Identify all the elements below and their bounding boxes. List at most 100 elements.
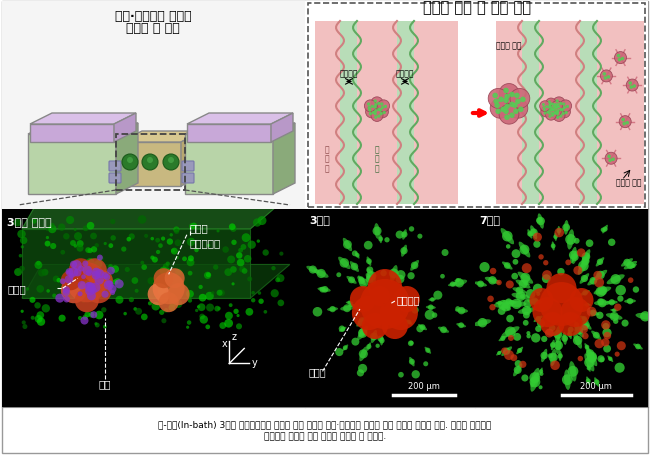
Circle shape — [248, 241, 256, 249]
Circle shape — [233, 309, 239, 314]
Circle shape — [376, 106, 389, 119]
Circle shape — [83, 315, 88, 320]
Text: y: y — [252, 358, 257, 368]
Ellipse shape — [409, 357, 415, 367]
Text: 3일차: 3일차 — [309, 214, 330, 224]
Circle shape — [503, 348, 510, 355]
Ellipse shape — [515, 280, 530, 289]
Circle shape — [621, 58, 624, 61]
Circle shape — [495, 103, 500, 109]
Circle shape — [611, 158, 615, 162]
Circle shape — [166, 268, 170, 272]
Circle shape — [72, 261, 82, 270]
Ellipse shape — [530, 372, 540, 392]
Circle shape — [411, 262, 419, 269]
Circle shape — [69, 259, 93, 283]
Circle shape — [389, 269, 398, 279]
Circle shape — [603, 329, 612, 338]
Circle shape — [548, 106, 551, 110]
Bar — [539, 22, 580, 205]
Circle shape — [526, 331, 530, 335]
Circle shape — [623, 259, 630, 267]
Circle shape — [73, 244, 77, 248]
Ellipse shape — [370, 330, 377, 343]
Circle shape — [500, 107, 506, 113]
Circle shape — [554, 111, 557, 115]
Circle shape — [86, 278, 112, 303]
Circle shape — [166, 262, 170, 266]
Circle shape — [509, 92, 515, 98]
Circle shape — [548, 354, 553, 359]
Circle shape — [627, 298, 633, 304]
Circle shape — [263, 250, 269, 256]
Circle shape — [628, 278, 634, 283]
Circle shape — [53, 276, 59, 283]
Circle shape — [92, 268, 101, 277]
Circle shape — [238, 248, 243, 253]
Circle shape — [213, 265, 218, 270]
Circle shape — [77, 241, 84, 248]
Polygon shape — [181, 131, 203, 187]
Circle shape — [504, 350, 514, 360]
Ellipse shape — [350, 262, 359, 273]
Circle shape — [597, 259, 603, 265]
Circle shape — [556, 111, 559, 114]
Circle shape — [225, 312, 233, 320]
Circle shape — [569, 288, 593, 312]
Ellipse shape — [574, 321, 580, 328]
Circle shape — [75, 288, 99, 313]
Circle shape — [400, 248, 408, 255]
Circle shape — [578, 261, 589, 272]
Circle shape — [21, 321, 26, 325]
Circle shape — [343, 241, 352, 249]
Circle shape — [382, 313, 408, 339]
Circle shape — [85, 283, 91, 288]
Circle shape — [127, 238, 131, 242]
Circle shape — [229, 224, 235, 231]
Circle shape — [374, 106, 377, 110]
Circle shape — [608, 299, 615, 306]
Circle shape — [578, 356, 583, 362]
Circle shape — [339, 258, 349, 268]
Circle shape — [309, 266, 317, 274]
Circle shape — [242, 268, 248, 274]
Circle shape — [87, 284, 96, 293]
Polygon shape — [22, 265, 290, 298]
Circle shape — [367, 267, 373, 274]
Text: 암세포 침습: 암세포 침습 — [496, 41, 522, 50]
Circle shape — [504, 263, 511, 269]
Ellipse shape — [595, 258, 604, 267]
Circle shape — [103, 243, 107, 246]
Circle shape — [455, 307, 460, 312]
Ellipse shape — [540, 368, 543, 375]
Circle shape — [36, 261, 41, 266]
Ellipse shape — [573, 333, 582, 349]
Circle shape — [176, 256, 179, 260]
Circle shape — [509, 113, 515, 119]
Circle shape — [543, 107, 545, 110]
Circle shape — [73, 283, 82, 291]
Circle shape — [499, 97, 504, 103]
Circle shape — [22, 324, 27, 329]
Circle shape — [519, 280, 527, 289]
Circle shape — [276, 274, 285, 283]
Circle shape — [510, 89, 530, 109]
Circle shape — [372, 111, 375, 115]
Circle shape — [247, 277, 252, 282]
Ellipse shape — [569, 361, 577, 382]
Circle shape — [87, 292, 96, 301]
Ellipse shape — [428, 298, 436, 301]
Circle shape — [88, 248, 93, 253]
Circle shape — [409, 359, 415, 365]
Circle shape — [86, 258, 95, 267]
Circle shape — [163, 155, 179, 171]
Circle shape — [368, 109, 372, 112]
Ellipse shape — [314, 270, 328, 278]
Circle shape — [85, 286, 95, 296]
Bar — [580, 22, 597, 205]
Circle shape — [558, 354, 563, 359]
Circle shape — [90, 233, 97, 240]
Circle shape — [236, 324, 242, 329]
Circle shape — [626, 80, 638, 92]
Circle shape — [608, 239, 616, 247]
